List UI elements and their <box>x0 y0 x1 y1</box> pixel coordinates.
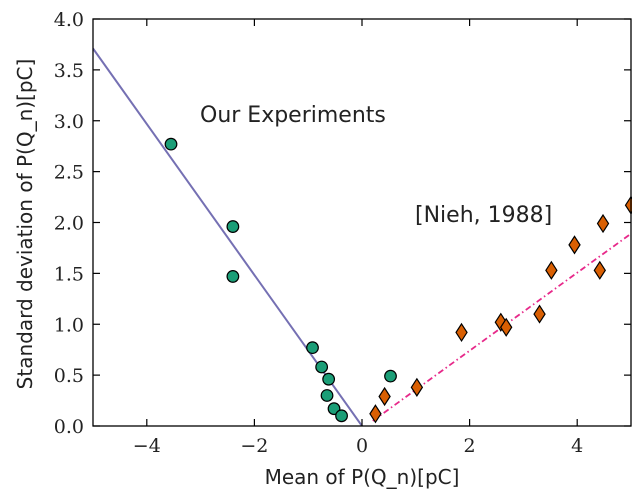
data-point-diamond <box>455 322 468 342</box>
y-tick-label: 1.0 <box>54 314 84 336</box>
y-tick-label: 2.5 <box>54 162 84 184</box>
data-point-circle <box>335 409 348 423</box>
x-tick-label: 2 <box>464 435 476 457</box>
plot-frame <box>92 18 632 427</box>
data-point-circle <box>164 137 178 151</box>
x-tick-label: −2 <box>240 435 268 457</box>
y-tick-label: 3.0 <box>54 111 84 133</box>
y-tick-label: 0.0 <box>54 416 84 438</box>
data-point-diamond <box>499 317 513 337</box>
data-point-diamond <box>596 213 610 234</box>
data-point-circle <box>315 360 329 374</box>
data-point-diamond <box>378 386 391 407</box>
data-point-circle <box>384 369 397 383</box>
y-tick-label: 1.5 <box>54 263 84 285</box>
data-point-diamond <box>410 377 424 397</box>
data-point-diamond <box>369 404 382 424</box>
annotation-our-experiments: Our Experiments <box>200 103 386 128</box>
data-point-diamond <box>533 304 546 324</box>
data-point-diamond <box>568 235 581 255</box>
data-point-circle <box>306 341 319 355</box>
data-point-circle <box>320 389 334 402</box>
y-tick-label: 3.5 <box>54 60 84 82</box>
y-tick-label: 0.5 <box>54 365 84 387</box>
data-point-diamond <box>545 260 558 280</box>
axis-ticks: −4 −2 0 2 4 0.0 0.5 1.0 1.5 2.0 2.5 3.0 3.5 4.0 <box>54 9 631 457</box>
x-tick-label: 0 <box>356 435 368 457</box>
x-tick-label: 4 <box>571 435 583 457</box>
y-tick-label: 4.0 <box>54 9 84 31</box>
data-point-diamond <box>593 260 607 280</box>
data-point-circle <box>226 270 240 283</box>
data-point-circle <box>226 220 240 233</box>
annotation-nieh-1988: [Nieh, 1988] <box>415 203 552 228</box>
x-tick-label: −4 <box>133 435 161 457</box>
x-axis-label: Mean of P(Q_n)[pC] <box>265 465 460 489</box>
data-markers <box>164 137 632 424</box>
y-tick-label: 2.0 <box>54 213 84 235</box>
y-axis-label: Standard deviation of P(Q_n)[pC] <box>13 59 37 390</box>
data-point-circle <box>322 372 336 386</box>
fit-line-nieh-1988 <box>372 232 631 422</box>
